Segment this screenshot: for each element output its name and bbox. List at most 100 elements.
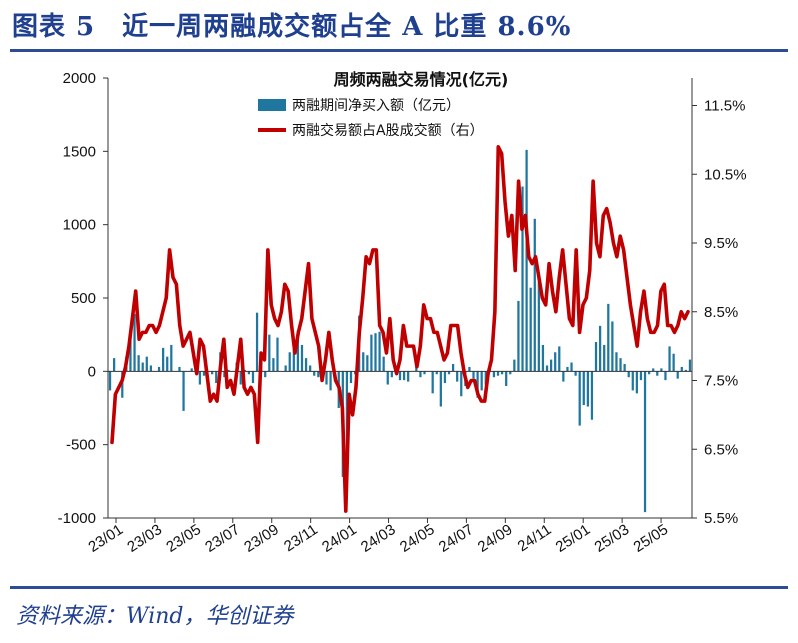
bar-mark	[505, 371, 508, 386]
bar-mark	[648, 371, 651, 375]
bar-mark	[443, 371, 447, 384]
bar-mark	[582, 371, 585, 406]
bar-mark	[574, 371, 577, 376]
chart-title: 周频两融交易情况(亿元)	[334, 70, 509, 89]
bar-mark	[521, 186, 524, 372]
legend: 两融期间净买入额（亿元） 两融交易额占A股成交额（右）	[258, 98, 484, 139]
bar-mark	[190, 368, 193, 372]
bar-mark	[509, 371, 512, 375]
bar-mark	[149, 365, 153, 372]
bar-mark	[598, 325, 602, 372]
bar-mark	[170, 344, 173, 372]
left-tick-label: -500	[66, 437, 96, 454]
bar-mark	[178, 366, 181, 372]
bar-mark	[407, 371, 410, 382]
bar-mark	[329, 371, 332, 391]
bar-mark	[390, 371, 393, 378]
bar-mark	[672, 353, 675, 372]
bar-mark	[615, 352, 618, 372]
source-note: 资料来源：Wind，华创证券	[16, 604, 294, 629]
bar-mark	[264, 371, 267, 378]
bar-mark	[652, 368, 655, 372]
left-tick-label: 500	[71, 290, 96, 307]
bar-mark	[607, 303, 610, 372]
bar-mark	[664, 371, 667, 381]
bar-mark	[386, 371, 389, 385]
bar-mark	[378, 331, 381, 372]
left-tick-label: 2000	[63, 70, 96, 87]
bar-mark	[578, 371, 581, 426]
right-tick-label: 8.5%	[704, 304, 738, 321]
bar-mark	[566, 366, 569, 372]
bar-mark	[362, 352, 365, 372]
bar-mark	[611, 321, 614, 372]
bar-mark	[251, 371, 255, 384]
bar-mark	[370, 334, 373, 372]
bar-mark	[121, 371, 124, 398]
bar-mark	[529, 287, 532, 372]
left-tick-label: 1000	[63, 217, 96, 234]
bar-mark	[137, 355, 140, 372]
right-tick-label: 5.5%	[704, 510, 738, 527]
bar-mark	[545, 365, 549, 372]
bar-mark	[603, 344, 606, 372]
x-tick-label: 24/05	[397, 521, 438, 556]
bar-mark	[660, 368, 663, 372]
bar-mark	[562, 371, 565, 382]
bar-mark	[688, 359, 692, 372]
bar-mark	[255, 312, 259, 372]
bar-mark	[162, 347, 165, 372]
bottom-rule	[10, 586, 788, 589]
bar-mark	[623, 364, 626, 372]
bar-mark	[402, 371, 406, 381]
left-tick-label: 0	[88, 363, 96, 380]
bar-mark	[215, 371, 218, 384]
bar-mark	[366, 355, 369, 372]
bar-mark	[108, 371, 112, 391]
bar-mark	[272, 358, 275, 372]
bar-mark	[554, 352, 557, 372]
bar-mark	[537, 281, 540, 372]
bar-mark	[480, 371, 483, 391]
x-tick-label: 23/05	[163, 521, 204, 556]
bar-mark	[680, 366, 683, 372]
bar-mark	[349, 371, 353, 384]
bar-mark	[182, 371, 185, 411]
bar-mark	[296, 330, 300, 372]
bar-mark	[239, 371, 242, 385]
bar-mark	[129, 336, 132, 372]
bar-mark	[472, 371, 475, 379]
legend-bar-swatch	[258, 99, 286, 111]
bar-mark	[590, 371, 594, 420]
bar-mark	[398, 371, 402, 381]
x-tick-label: 23/11	[281, 521, 321, 555]
bar-mark	[517, 300, 520, 372]
x-tick-label: 24/01	[319, 521, 360, 556]
top-rule	[10, 49, 788, 52]
bar-mark	[541, 344, 545, 372]
bar-mark	[639, 371, 643, 381]
bar-mark	[627, 371, 630, 378]
legend-bar-label: 两融期间净买入额（亿元）	[292, 98, 460, 114]
bar-mark	[451, 364, 455, 372]
bar-mark	[668, 346, 671, 372]
bar-mark	[141, 362, 144, 372]
bar-mark	[276, 337, 279, 372]
bar-mark	[113, 358, 116, 372]
x-tick-label: 25/05	[630, 521, 671, 556]
right-tick-label: 7.5%	[704, 373, 738, 390]
bar-mark	[166, 356, 169, 372]
bar-mark	[456, 371, 459, 382]
bar-mark	[292, 342, 295, 372]
bar-mark	[304, 358, 308, 372]
left-tick-label: 1500	[63, 143, 96, 160]
bar-mark	[145, 356, 148, 372]
x-tick-label: 23/03	[124, 521, 165, 556]
bar-mark	[317, 371, 320, 378]
bar-mark	[513, 359, 516, 372]
bar-mark	[419, 371, 422, 378]
bar-mark	[500, 371, 504, 375]
bar-mark	[558, 346, 561, 372]
bar-mark	[676, 371, 679, 379]
x-tick-label: 24/11	[515, 521, 555, 555]
